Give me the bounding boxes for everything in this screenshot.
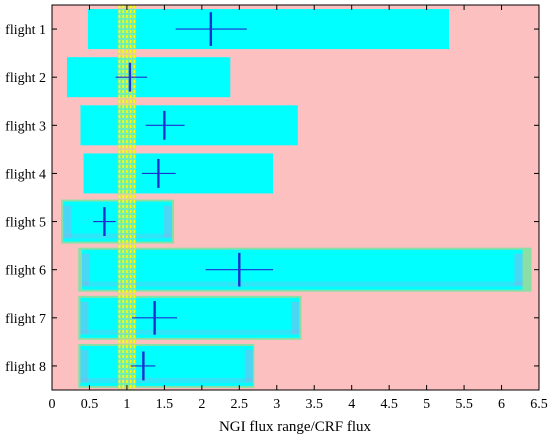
x-tick-label: 4 [348,397,355,412]
x-tick-label: 3 [273,397,280,412]
category-label: flight 1 [5,23,46,38]
range-shade-left [80,301,89,334]
range-shade-bottom [80,377,253,383]
flux-range-bar [80,345,253,386]
flux-range-bar [81,249,523,290]
flux-range-bar [80,297,300,338]
range-shade-bottom [63,233,172,239]
category-label-layer: flight 1 flight 2 flight 3 flight 4 flight 5… [5,23,46,375]
flux-range-bar [83,153,274,194]
flux-range-bar [87,9,450,50]
flux-range-bar [80,105,298,146]
x-tick-label: 1.5 [156,397,174,412]
x-tick-label: 6.5 [530,397,548,412]
x-tick-label: 0 [49,397,56,412]
tick-layer: 0 0.5 1 1.5 2 2.5 3 3.5 4 4.5 5 5.5 6 6.5 [49,5,548,412]
range-shade-left [63,205,72,238]
range-shade-bottom [80,329,300,335]
x-tick-label: 4.5 [380,397,398,412]
estimate-layer [93,12,274,381]
x-tick-label: 1 [123,397,130,412]
reference-band-layer [117,5,136,390]
x-tick-label: 0.5 [81,397,99,412]
x-tick-label: 2 [198,397,205,412]
x-tick-label: 3.5 [305,397,323,412]
x-tick-label: 5.5 [455,397,473,412]
category-label: flight 5 [5,216,46,231]
category-label: flight 6 [5,264,46,279]
x-tick-label: 6 [498,397,505,412]
range-shade-right [163,205,172,238]
range-shade-right [291,301,300,334]
category-label: flight 2 [5,71,46,86]
range-shade-bottom [81,281,523,287]
range-shade-left [81,253,90,286]
flux-range-bar [66,57,231,98]
flux-range-layer [63,9,523,386]
category-label: flight 3 [5,119,46,134]
x-tick-label: 5 [423,397,430,412]
x-tick-label: 2.5 [231,397,249,412]
range-shade-right [244,349,253,382]
flux-range-bar [63,201,172,242]
category-label: flight 4 [5,167,46,182]
category-label: flight 7 [5,312,46,327]
range-shade-right [514,253,523,286]
x-axis-title: NGI flux range/CRF flux [219,419,372,435]
plot-frame [51,4,540,391]
range-shade-left [80,349,89,382]
category-label: flight 8 [5,360,46,375]
